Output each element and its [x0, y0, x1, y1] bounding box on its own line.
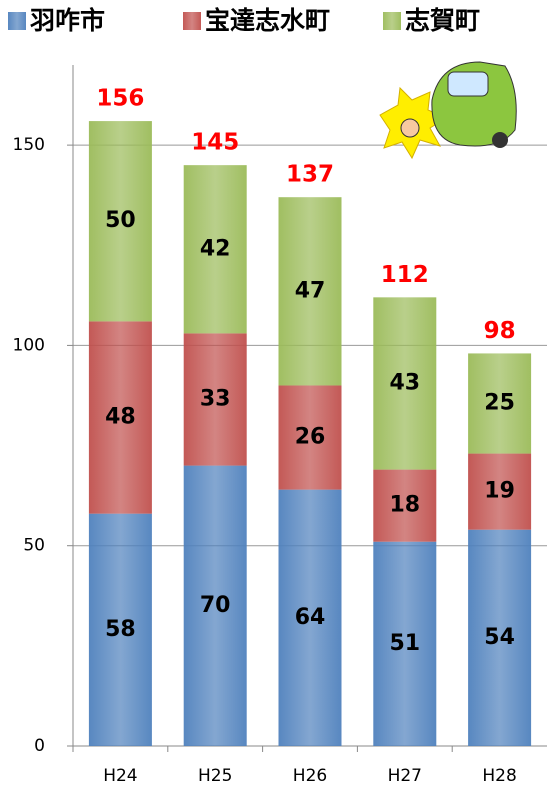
- car-window: [448, 72, 488, 96]
- x-tick-label: H27: [388, 766, 422, 786]
- chart: 0 50 100 150 H24 58 48 50 156 H25 70 33 42 145 H26 64 26…: [0, 0, 547, 796]
- legend-swatch: [8, 12, 26, 30]
- value-label: 43: [389, 370, 420, 395]
- legend-swatch: [183, 12, 201, 30]
- x-tick-label: H25: [198, 766, 232, 786]
- value-label: 48: [105, 405, 136, 430]
- legend-label: 羽咋市: [30, 6, 105, 35]
- x-tick-label: H28: [482, 766, 516, 786]
- y-tick-label: 100: [13, 335, 45, 355]
- value-label: 18: [389, 493, 420, 518]
- illustration: [380, 62, 516, 158]
- y-tick-label: 50: [23, 536, 45, 556]
- total-label: 156: [96, 86, 144, 112]
- value-label: 51: [389, 631, 420, 656]
- total-label: 145: [191, 130, 239, 156]
- x-tick-label: H26: [293, 766, 327, 786]
- value-label: 42: [200, 236, 231, 261]
- y-tick-label: 0: [34, 736, 45, 756]
- total-label: 137: [286, 162, 334, 188]
- legend-label: 宝達志水町: [205, 6, 330, 35]
- value-label: 47: [295, 278, 326, 303]
- total-label: 112: [381, 262, 429, 288]
- value-label: 50: [105, 208, 136, 233]
- y-tick-label: 150: [13, 135, 45, 155]
- value-label: 25: [484, 390, 515, 415]
- total-label: 98: [484, 318, 516, 344]
- car-wheel: [492, 132, 508, 148]
- legend-label: 志賀町: [405, 6, 480, 35]
- value-label: 64: [295, 605, 326, 630]
- x-tick-label: H24: [103, 766, 137, 786]
- value-label: 19: [484, 479, 515, 504]
- value-label: 33: [200, 386, 231, 411]
- value-label: 70: [200, 593, 231, 618]
- value-label: 54: [484, 625, 515, 650]
- value-label: 58: [105, 617, 136, 642]
- legend-swatch: [383, 12, 401, 30]
- child-head: [401, 119, 419, 137]
- value-label: 26: [295, 425, 326, 450]
